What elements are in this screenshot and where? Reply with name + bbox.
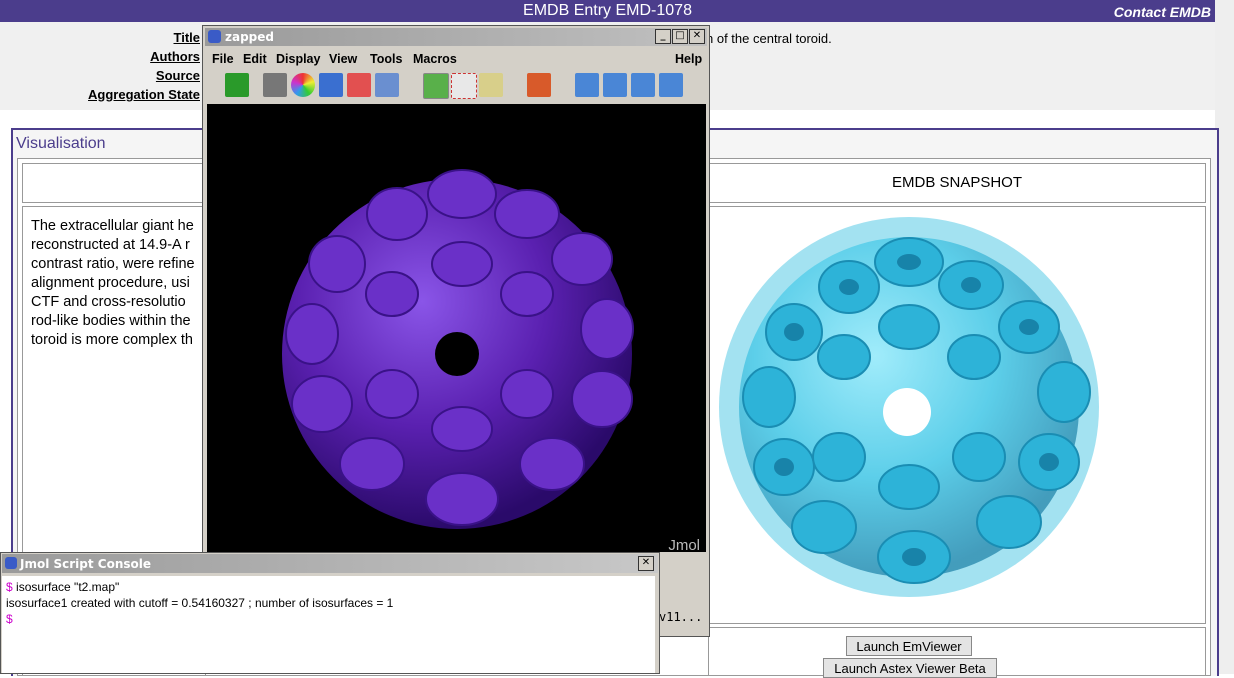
jmol-molecule-render <box>282 169 634 529</box>
menu-view[interactable]: View <box>329 52 358 66</box>
jmol-script-console: Jmol Script Console ✕ $ isosurface "t2.m… <box>0 552 660 674</box>
console-title: Jmol Script Console <box>20 557 152 571</box>
contact-emdb-link[interactable]: Contact EMDB <box>1113 4 1211 20</box>
description-line: contrast ratio, were refine <box>31 256 195 272</box>
description-line: The extracellular giant he <box>31 218 194 234</box>
launch-emviewer-button[interactable]: Launch EmViewer <box>846 636 972 656</box>
jmol-version-text: v11... <box>659 610 703 624</box>
console-line: isosurface1 created with cutoff = 0.5416… <box>6 596 394 610</box>
menu-help[interactable]: Help <box>675 52 703 66</box>
rainbow-icon[interactable] <box>291 73 315 97</box>
jmol-menubar: File Edit Display View Tools Macros Help <box>205 48 707 68</box>
close-icon[interactable]: ✕ <box>689 29 705 44</box>
description-line: CTF and cross-resolutio <box>31 294 186 310</box>
jmol-titlebar[interactable]: zapped _ □ ✕ <box>205 28 707 46</box>
next-icon[interactable] <box>631 73 655 97</box>
menu-macros[interactable]: Macros <box>413 52 457 66</box>
console-input-line[interactable]: $ <box>6 611 13 627</box>
description-text: The extracellular giant he reconstructed… <box>31 217 205 350</box>
jmol-app-icon <box>208 30 221 43</box>
snapshot-image <box>708 206 1206 624</box>
snapshot-molecule-image <box>719 217 1099 597</box>
jmol-toolbar <box>205 70 707 102</box>
print-icon[interactable] <box>375 73 399 97</box>
launch-astex-viewer-button[interactable]: Launch Astex Viewer Beta <box>823 658 997 678</box>
snapshot-heading: EMDB SNAPSHOT <box>708 163 1206 203</box>
visualisation-heading: Visualisation <box>16 135 106 152</box>
description-line: reconstructed at 14.9-A r <box>31 237 190 253</box>
command-text: isosurface "t2.map" <box>16 580 120 594</box>
pointer-icon[interactable] <box>319 73 343 97</box>
jmol-3d-viewport[interactable]: Jmol <box>207 104 706 552</box>
description-line: alignment procedure, usi <box>31 275 190 291</box>
home-icon[interactable] <box>527 73 551 97</box>
title-label[interactable]: Title <box>173 30 201 45</box>
maximize-icon[interactable]: □ <box>672 29 688 44</box>
console-output[interactable]: $ isosurface "t2.map" isosurface1 create… <box>2 576 655 673</box>
select-icon[interactable] <box>451 73 477 99</box>
last-icon[interactable] <box>659 73 683 97</box>
camera-icon[interactable] <box>263 73 287 97</box>
prompt-symbol: $ <box>6 612 13 626</box>
page-title: EMDB Entry EMD-1078 <box>523 2 692 19</box>
description-line: toroid is more complex th <box>31 332 193 348</box>
jmol-window-title: zapped <box>225 30 274 44</box>
first-icon[interactable] <box>575 73 599 97</box>
description-header-cell <box>22 163 206 203</box>
launch-buttons-cell: Launch EmViewer Launch Astex Viewer Beta <box>708 627 1206 678</box>
menu-file[interactable]: File <box>212 52 234 66</box>
prev-icon[interactable] <box>603 73 627 97</box>
authors-label[interactable]: Authors <box>150 49 200 64</box>
description-line: rod-like bodies within the <box>31 313 191 329</box>
menu-tools[interactable]: Tools <box>370 52 403 66</box>
source-label[interactable]: Source <box>155 68 200 83</box>
edit-icon[interactable] <box>347 73 371 97</box>
menu-display[interactable]: Display <box>276 52 321 66</box>
console-app-icon <box>5 557 17 569</box>
rotate-icon[interactable] <box>423 73 449 99</box>
title-value: n of the central toroid. <box>706 31 832 46</box>
minimize-icon[interactable]: _ <box>655 29 671 44</box>
prompt-symbol: $ <box>6 580 13 594</box>
jmol-watermark: Jmol <box>668 537 700 552</box>
console-line: $ isosurface "t2.map" <box>6 579 119 595</box>
browser-scrollbar[interactable] <box>1215 0 1234 674</box>
console-titlebar[interactable]: Jmol Script Console ✕ <box>2 554 658 573</box>
page-header: EMDB Entry EMD-1078 Contact EMDB <box>0 0 1215 22</box>
close-icon[interactable]: ✕ <box>638 556 654 571</box>
aggregation-state-label[interactable]: Aggregation State <box>88 87 200 102</box>
open-icon[interactable] <box>225 73 249 97</box>
measure-icon[interactable] <box>479 73 503 97</box>
jmol-window: zapped _ □ ✕ File Edit Display View Tool… <box>202 25 710 637</box>
menu-edit[interactable]: Edit <box>243 52 267 66</box>
